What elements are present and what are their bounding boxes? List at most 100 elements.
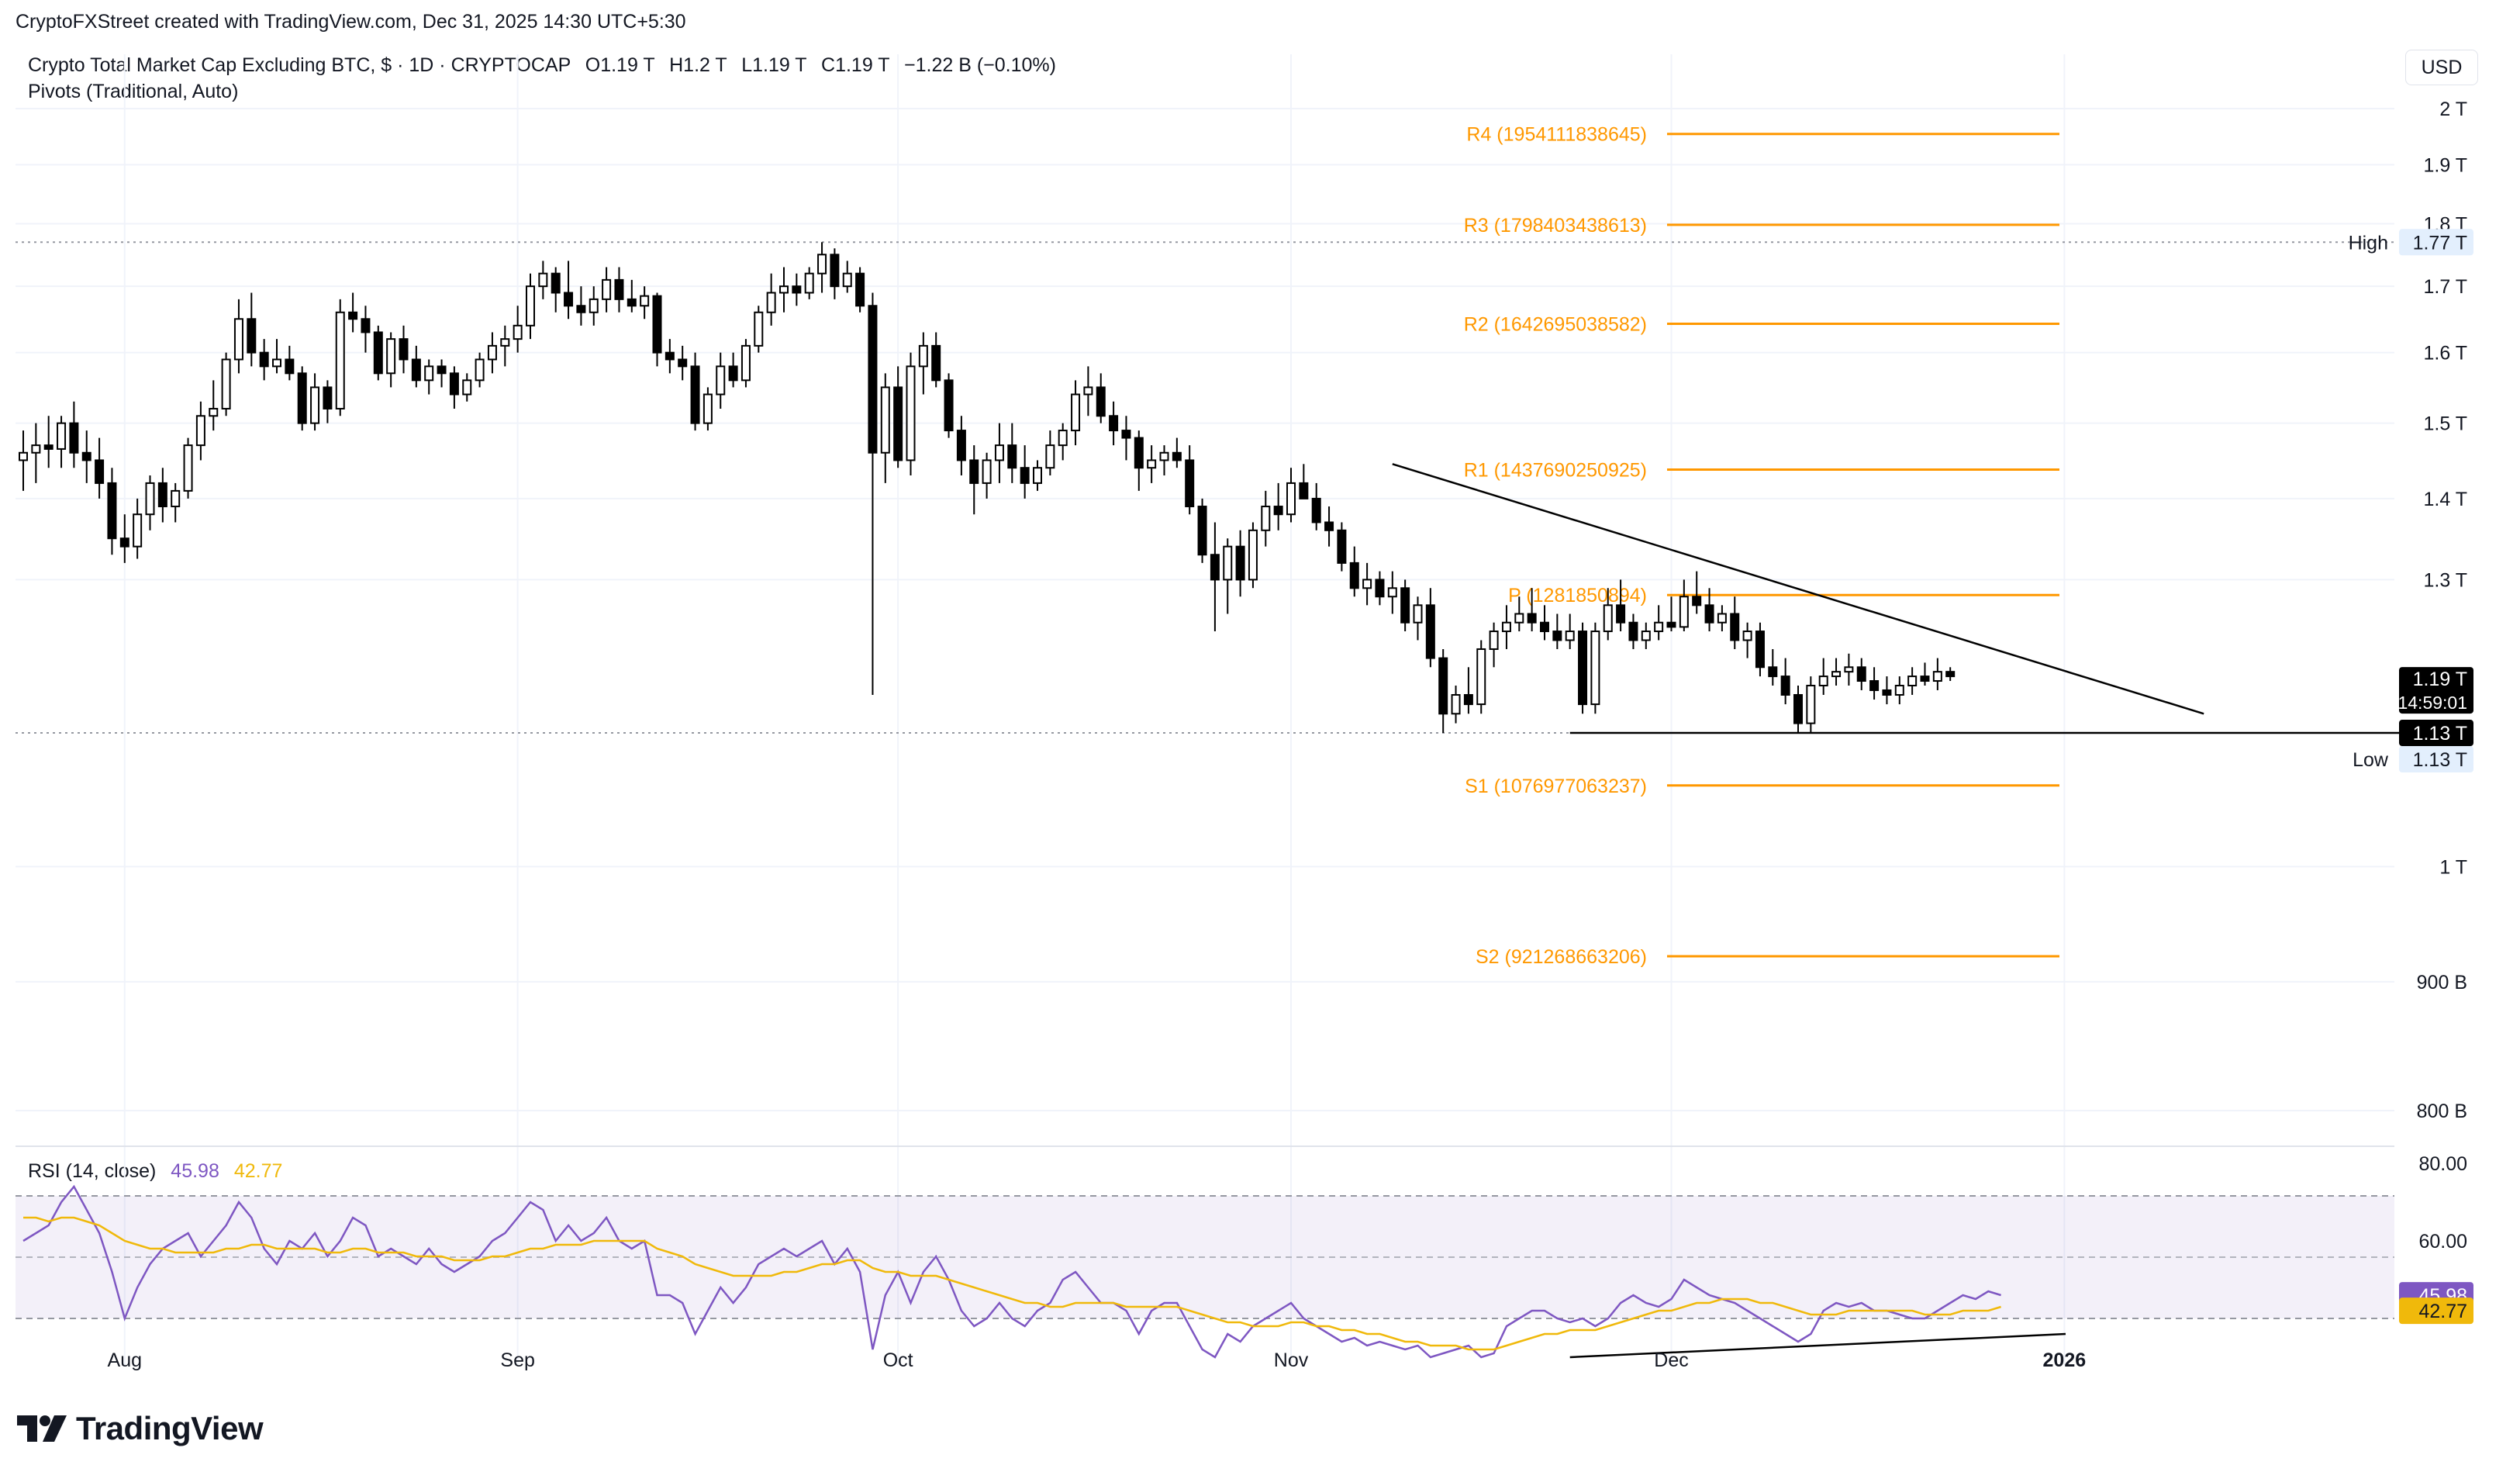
candle-body	[487, 344, 497, 361]
candle-body	[1223, 545, 1233, 581]
time-tick-label: Nov	[1274, 1349, 1309, 1371]
price-tick-label: 1.5 T	[2423, 413, 2467, 435]
candle-body	[386, 338, 396, 375]
candle-body	[551, 272, 561, 294]
candle-body	[754, 311, 764, 347]
candle-body	[1501, 621, 1511, 633]
time-tick-label: Dec	[1654, 1349, 1688, 1371]
currency-button[interactable]: USD	[2405, 50, 2478, 85]
candle-body	[830, 254, 840, 288]
brand-logo[interactable]: TradingView	[17, 1410, 264, 1447]
time-tick-label: Oct	[883, 1349, 913, 1371]
last-price-tag-value: 1.19 T	[2413, 669, 2467, 690]
candle-body	[817, 254, 827, 275]
candle-body	[944, 379, 954, 432]
price-tick-label: 1.6 T	[2423, 343, 2467, 365]
time-axis[interactable]: Aug Sep Oct Nov Dec 2026	[108, 1349, 2087, 1371]
axis-labels: 1.77 T High 1.19 T 14:59:01 1.13 T 1.13 T Low 4…	[2349, 229, 2473, 1325]
candle-body	[310, 386, 320, 424]
candle-body	[399, 338, 409, 361]
candle-body	[285, 358, 295, 375]
candle-body	[931, 344, 941, 382]
pivot-label: R3 (1798403438613)	[1464, 215, 1647, 237]
low-marker-label: Low	[2353, 749, 2389, 771]
pivot-label: S2 (921268663206)	[1476, 946, 1647, 968]
candle-body	[1299, 482, 1309, 499]
candle-body	[792, 285, 802, 294]
symbol-title[interactable]: Crypto Total Market Cap Excluding BTC, $…	[28, 54, 571, 76]
candle-body	[1197, 506, 1207, 556]
high-marker-label: High	[2349, 232, 2388, 254]
candle-body	[1806, 684, 1816, 724]
rsi-ma-line	[23, 1216, 2001, 1351]
candle-body	[1109, 415, 1119, 432]
candle-body	[1159, 451, 1169, 461]
candle-body	[19, 451, 28, 461]
rsi-ma-value: 42.77	[233, 1160, 283, 1182]
candle-body	[1172, 451, 1182, 461]
candle-body	[272, 358, 281, 368]
candle-body	[361, 318, 371, 333]
candle-body	[1869, 680, 1880, 691]
candle-body	[1463, 693, 1473, 706]
candle-body	[1185, 459, 1195, 508]
price-tick-label: 1.7 T	[2423, 276, 2467, 298]
candle-body	[247, 318, 257, 354]
candle-body	[716, 365, 726, 396]
candle-body	[1844, 666, 1854, 673]
candle-body	[1261, 506, 1271, 531]
last-price-tag-bg	[2399, 667, 2473, 714]
candle-body	[145, 482, 155, 516]
candle-body	[81, 451, 91, 461]
candle-body	[1400, 587, 1410, 624]
candle-body	[1768, 666, 1778, 678]
price-tick-label: 1.4 T	[2423, 489, 2467, 510]
price-tick-label: 800 B	[2417, 1101, 2467, 1122]
candle-body	[1894, 684, 1904, 696]
symbol-legend: Crypto Total Market Cap Excluding BTC, $…	[28, 54, 1056, 77]
candle-body	[1565, 631, 1575, 641]
close-value: C1.19 T	[821, 54, 890, 76]
candle-body	[1476, 648, 1486, 706]
candle-body	[1210, 554, 1220, 581]
candle-body	[1831, 671, 1842, 678]
candle-body	[1273, 506, 1283, 516]
price-tick-label: 1.3 T	[2423, 569, 2467, 591]
time-tick-label: 2026	[2043, 1349, 2087, 1371]
price-axis[interactable]: 2 T1.9 T1.8 T1.7 T1.6 T1.5 T1.4 T1.3 T1 …	[2417, 98, 2467, 1253]
candle-body	[1628, 621, 1638, 641]
grid	[16, 54, 2394, 1365]
support-tag-value: 1.13 T	[2413, 723, 2467, 745]
rsi-legend: RSI (14, close) 45.98 42.77	[28, 1160, 282, 1183]
descending-trendline	[1392, 463, 2204, 715]
pivot-indicator-label[interactable]: Pivots (Traditional, Auto)	[28, 81, 239, 102]
candle-body	[171, 489, 181, 508]
candle-body	[1818, 676, 1828, 686]
candle-body	[1603, 604, 1613, 633]
candle-body	[1083, 386, 1093, 396]
time-tick-label: Sep	[500, 1349, 534, 1371]
candle-body	[1527, 613, 1537, 624]
candle-body	[526, 285, 535, 327]
candle-body	[411, 358, 421, 382]
candle-body	[1147, 459, 1157, 469]
candle-body	[1451, 693, 1461, 715]
candle-body	[779, 285, 789, 294]
candle-body	[1071, 393, 1081, 432]
candle-body	[842, 272, 852, 288]
candle-body	[1780, 676, 1790, 696]
candle-body	[1413, 604, 1423, 624]
candle-body	[348, 311, 358, 320]
pivot-label: R2 (1642695038582)	[1464, 314, 1647, 336]
pivot-label: R1 (1437690250925)	[1464, 459, 1647, 481]
candle-body	[1362, 579, 1372, 589]
candle-body	[1514, 613, 1524, 624]
candle-body	[1337, 529, 1347, 564]
candle-body	[994, 444, 1004, 461]
candle-body	[702, 393, 713, 424]
rsi-indicator-label[interactable]: RSI (14, close)	[28, 1160, 157, 1182]
candle-body	[564, 292, 574, 307]
open-value: O1.19 T	[585, 54, 655, 76]
candle-body	[1882, 689, 1892, 696]
